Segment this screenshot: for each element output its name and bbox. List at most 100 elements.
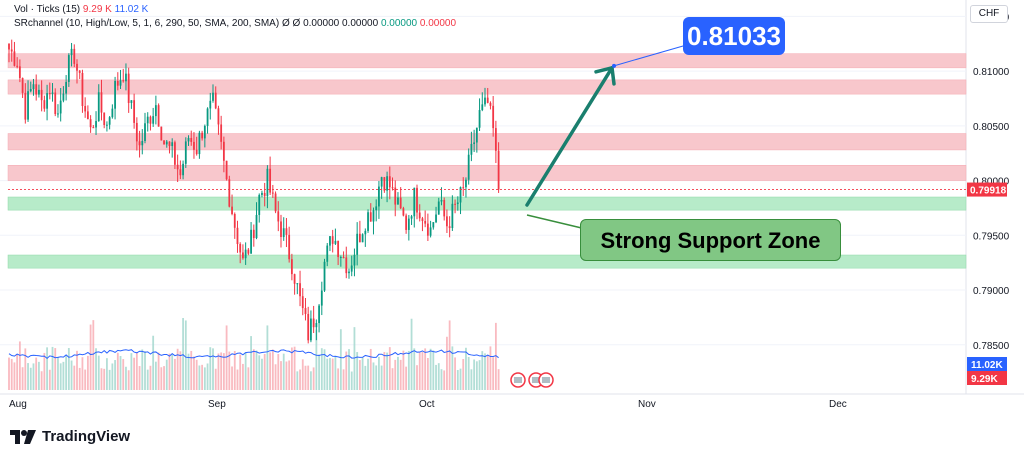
candle-body	[345, 257, 348, 274]
volume-bar	[187, 353, 190, 390]
candle-body	[280, 221, 282, 238]
volume-bar	[108, 369, 111, 390]
volume-bar	[174, 358, 176, 390]
candle-body	[119, 80, 122, 86]
candle-body	[70, 48, 73, 56]
candle-body	[89, 119, 92, 128]
candle-body	[432, 222, 435, 228]
candle-body	[410, 216, 413, 219]
volume-bar	[122, 359, 125, 390]
volume-bar	[103, 368, 106, 390]
candle-body	[193, 141, 195, 150]
candle-body	[247, 249, 250, 254]
candle-body	[130, 100, 133, 103]
candle-body	[133, 100, 136, 123]
volume-bar	[119, 356, 122, 390]
candle-body	[21, 77, 24, 93]
volume-bar	[459, 368, 462, 390]
candle-body	[337, 240, 340, 258]
currency-button[interactable]: CHF	[970, 5, 1008, 23]
volume-bar	[149, 365, 152, 390]
volume-bar	[353, 327, 356, 390]
volume-bar	[299, 369, 301, 390]
volume-bar	[315, 329, 318, 390]
volume-bar	[331, 358, 334, 390]
candle-body	[81, 72, 84, 106]
candle-body	[209, 100, 212, 109]
overlay-layer	[8, 43, 966, 388]
volume-bar	[451, 346, 454, 390]
candle-body	[494, 128, 497, 151]
candle-body	[397, 197, 399, 205]
volume-bar	[424, 348, 427, 390]
volume-bar	[432, 350, 435, 390]
candle-body	[38, 89, 40, 95]
volume-bar	[277, 354, 280, 390]
current-price-badge	[967, 182, 1007, 197]
candle-body	[358, 233, 361, 243]
time-tick-label: Oct	[419, 399, 435, 410]
volume-bar	[57, 356, 59, 390]
volume-bar	[54, 348, 57, 390]
volume-bar	[16, 354, 19, 390]
volume-bar	[225, 325, 228, 390]
volume-bar	[391, 368, 394, 390]
candle-body	[184, 141, 187, 164]
candle-body	[266, 168, 269, 196]
resistance-zone	[7, 165, 967, 181]
volume-bar	[84, 369, 87, 390]
srchannel-legend[interactable]: SRchannel (10, High/Low, 5, 1, 6, 290, 5…	[14, 18, 456, 29]
volume-bar	[492, 357, 495, 390]
tradingview-brand[interactable]: TradingView	[10, 428, 130, 445]
candle-body	[405, 215, 408, 230]
candle-body	[467, 154, 470, 180]
price-tick-label: 0.78500	[973, 341, 1010, 352]
candle-body	[448, 226, 451, 229]
candle-body	[111, 108, 114, 118]
candle-body	[114, 80, 116, 109]
volume-bar	[111, 363, 114, 390]
candle-body	[179, 169, 182, 176]
candle-body	[206, 108, 209, 126]
volume-legend[interactable]: Vol · Ticks (15) 9.29 K 11.02 K	[14, 4, 148, 15]
candle-body	[54, 92, 57, 115]
target-anchor-point	[612, 63, 616, 68]
volume-bar	[388, 347, 391, 390]
candle-body	[220, 124, 223, 142]
candle-body	[484, 97, 486, 105]
volume-bar	[486, 355, 489, 390]
candle-body	[236, 227, 239, 244]
volume-bar	[467, 357, 470, 390]
candle-body	[310, 318, 312, 341]
volume-bar	[182, 318, 184, 390]
candle-body	[399, 197, 402, 209]
candle-body	[212, 92, 214, 101]
volume-ma-line	[8, 349, 499, 359]
volume-bar	[92, 320, 95, 390]
volume-bar	[426, 358, 429, 390]
candle-body	[106, 124, 108, 126]
volume-bar	[13, 362, 16, 390]
candle-body	[35, 84, 38, 95]
volume-bar	[367, 358, 369, 390]
volume-bar	[184, 320, 187, 390]
volume-bar	[154, 361, 157, 390]
volume-bar	[339, 329, 342, 390]
candle-body	[127, 73, 130, 103]
candle-body	[174, 142, 176, 165]
volume-bar	[437, 363, 440, 390]
volume-bar	[326, 358, 329, 390]
candle-body	[146, 116, 149, 124]
volume-bar	[193, 356, 195, 390]
volume-bar	[95, 348, 97, 390]
candle-body	[277, 211, 280, 222]
candle-body	[228, 179, 231, 207]
candles-layer[interactable]	[8, 39, 500, 344]
volume-bar	[383, 351, 386, 390]
srchannel-legend-label: SRchannel (10, High/Low, 5, 1, 6, 290, 5…	[14, 18, 280, 29]
candle-body	[76, 63, 78, 71]
candle-body	[465, 179, 467, 188]
volume-bar	[282, 353, 285, 390]
volume-bar	[38, 361, 40, 390]
